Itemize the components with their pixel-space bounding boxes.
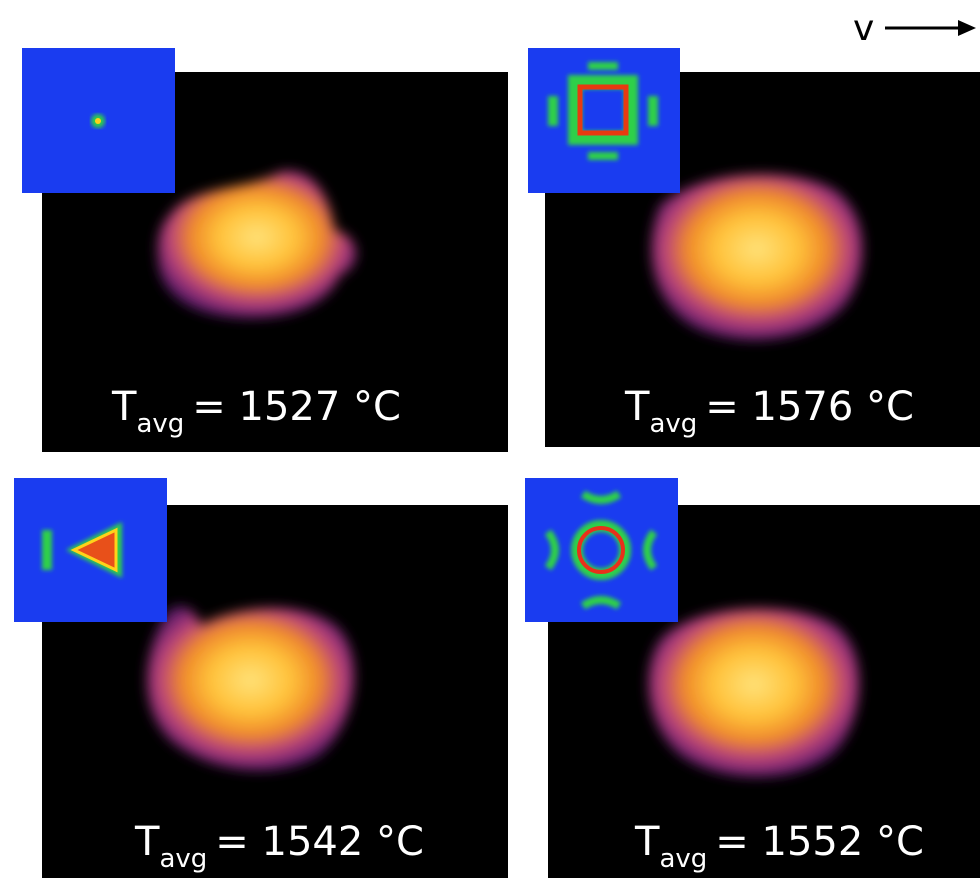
- value: = 1576 °C: [705, 384, 914, 430]
- inset-spot: [95, 118, 101, 124]
- figure: v Tavg = 1527 °C Tavg = 1576 °C: [0, 0, 980, 878]
- panel: Tavg = 1552 °C: [525, 478, 980, 878]
- subscript: avg: [649, 409, 697, 439]
- value: = 1552 °C: [715, 819, 924, 865]
- symbol: T: [134, 819, 160, 865]
- symbol: T: [111, 384, 137, 430]
- symbol: T: [634, 819, 660, 865]
- melt-pool: [648, 609, 859, 778]
- value: = 1527 °C: [192, 384, 401, 430]
- melt-pool: [651, 174, 862, 340]
- subscript: avg: [159, 844, 207, 874]
- panel: Tavg = 1576 °C: [528, 48, 980, 447]
- value: = 1542 °C: [215, 819, 424, 865]
- melt-pool: [147, 606, 354, 770]
- direction-label: v: [853, 8, 874, 49]
- panel: Tavg = 1527 °C: [22, 48, 508, 452]
- subscript: avg: [659, 844, 707, 874]
- arrow-head: [958, 20, 976, 36]
- panel: Tavg = 1542 °C: [14, 478, 508, 878]
- subscript: avg: [136, 409, 184, 439]
- symbol: T: [624, 384, 650, 430]
